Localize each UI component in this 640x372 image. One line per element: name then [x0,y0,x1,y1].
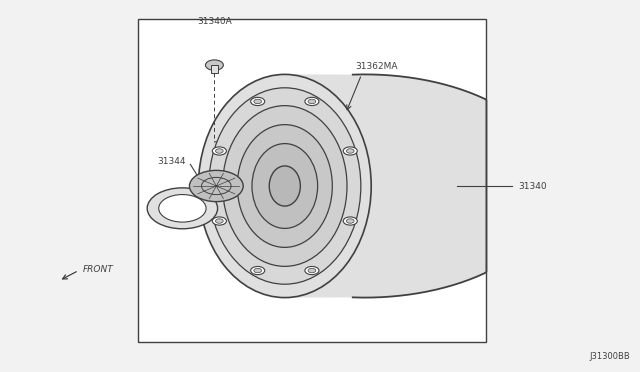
Ellipse shape [209,88,361,284]
Ellipse shape [343,147,357,155]
Ellipse shape [308,268,316,273]
Text: FRONT: FRONT [83,265,114,274]
Ellipse shape [237,125,332,247]
Text: 31340A: 31340A [197,17,232,26]
Ellipse shape [269,166,300,206]
Ellipse shape [212,147,227,155]
Text: 31362MA: 31362MA [355,62,397,71]
Ellipse shape [252,144,317,228]
Ellipse shape [254,99,262,104]
Ellipse shape [254,268,262,273]
Ellipse shape [343,217,357,225]
Circle shape [159,195,206,222]
Ellipse shape [212,217,227,225]
Ellipse shape [308,99,316,104]
Ellipse shape [251,97,265,106]
Ellipse shape [251,266,265,275]
Bar [211,65,218,73]
Ellipse shape [189,170,243,202]
Bar [138,19,486,342]
Polygon shape [285,74,486,298]
Ellipse shape [346,219,354,223]
Ellipse shape [305,97,319,106]
Text: 31340: 31340 [518,182,547,190]
Ellipse shape [305,266,319,275]
Ellipse shape [346,149,354,153]
Circle shape [147,188,218,229]
Ellipse shape [216,219,223,223]
Circle shape [205,60,223,70]
Text: 31344: 31344 [157,157,186,166]
Ellipse shape [223,106,347,266]
Text: J31300BB: J31300BB [589,352,630,361]
Ellipse shape [216,149,223,153]
Ellipse shape [198,74,371,298]
